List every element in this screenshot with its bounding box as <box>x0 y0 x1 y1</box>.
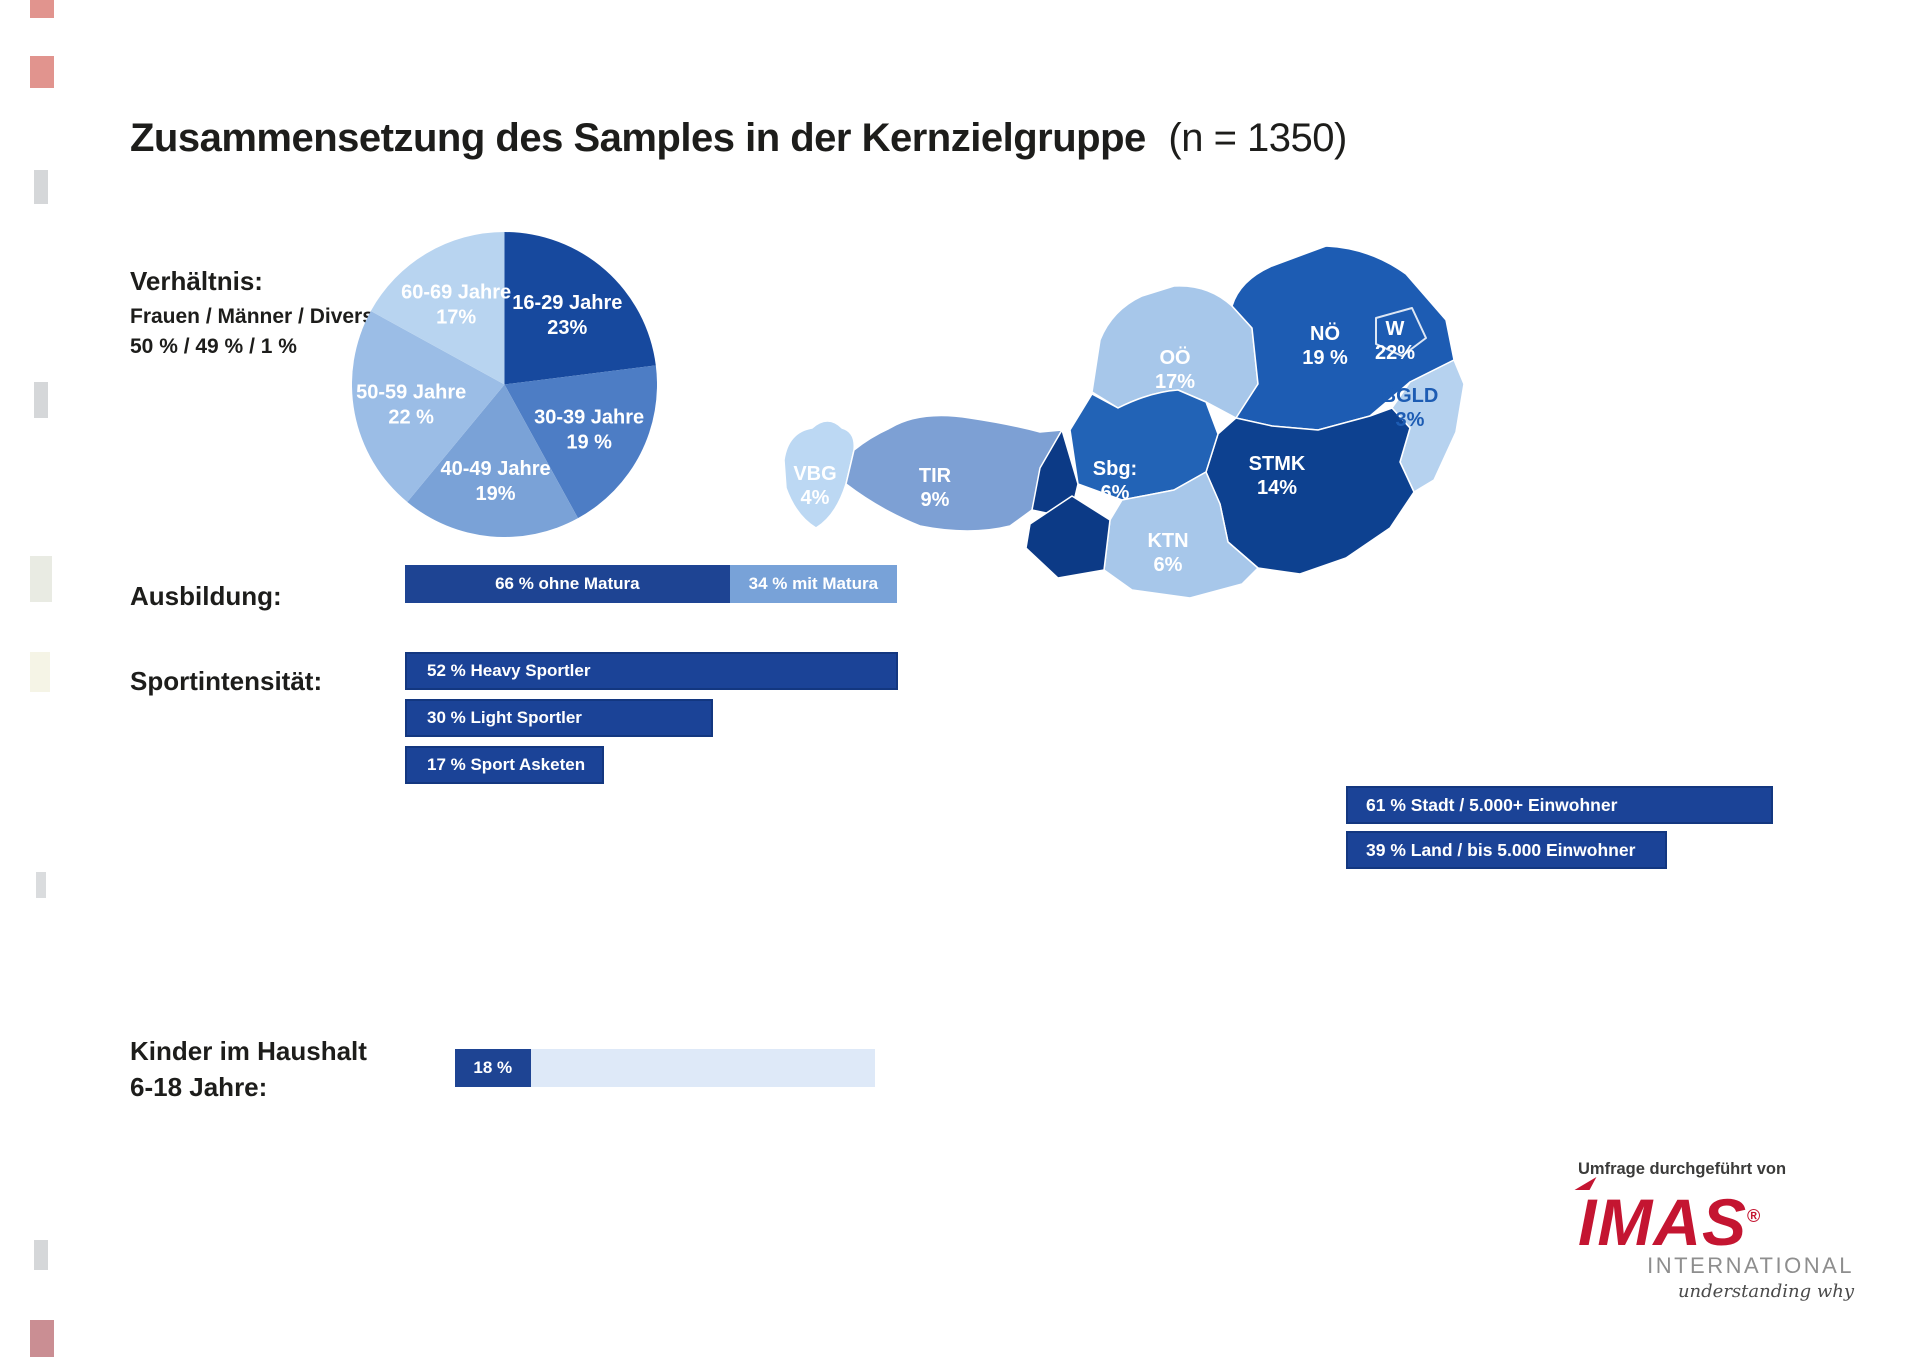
sport-bar-heavy: 52 % Heavy Sportler <box>405 652 898 690</box>
map-label-vbg: VBG 4% <box>793 463 836 509</box>
edge-artifact <box>30 652 50 692</box>
austria-map: VBG 4% TIR 9% Sbg: 6% OÖ 17% NÖ 19 % W 22% BGL… <box>770 232 1470 657</box>
sport-bar-asketen: 17 % Sport Asketen <box>405 746 604 784</box>
sport-bar-label: 17 % Sport Asketen <box>427 755 586 774</box>
edge-artifact <box>34 170 48 204</box>
pie-slice-label-2: 40-49 Jahre 19% <box>441 458 551 505</box>
gender-ratio-values: 50 % / 49 % / 1 % <box>130 335 297 358</box>
gender-ratio-categories: Frauen / Männer / Divers <box>130 305 374 328</box>
map-region-vbg <box>783 420 855 529</box>
edge-artifact <box>36 872 46 898</box>
map-region-w <box>1375 307 1427 357</box>
ausbildung-segment-ohne-matura: 66 % ohne Matura <box>405 565 730 603</box>
imas-logo-text: IMAS <box>1578 1185 1747 1259</box>
page-title-sample-size: (n = 1350) <box>1168 116 1347 160</box>
attribution-block: Umfrage durchgeführt von IMAS® INTERNATI… <box>1574 1160 1854 1302</box>
imas-logo-tagline: understanding why <box>1677 1281 1854 1302</box>
pie-slice-label-3: 50-59 Jahre 22 % <box>356 381 466 428</box>
ausbildung-segment-label: 34 % mit Matura <box>748 574 879 593</box>
edge-artifact <box>30 0 54 18</box>
stadt-land-bar-chart: 61 % Stadt / 5.000+ Einwohner 39 % Land … <box>1346 786 1773 876</box>
ausbildung-segment-mit-matura: 34 % mit Matura <box>729 565 897 603</box>
edge-artifact <box>30 556 52 602</box>
pie-slice-1 <box>504 365 658 519</box>
kinder-bar-track: 18 % <box>455 1049 875 1087</box>
map-label-bgld: BGLD 3% <box>1382 385 1439 431</box>
kinder-label: Kinder im Haushalt 6-18 Jahre: <box>130 1033 367 1105</box>
page-title-main: Zusammensetzung des Samples in der Kernz… <box>130 116 1146 160</box>
sport-bar-chart: 52 % Heavy Sportler 30 % Light Sportler … <box>405 652 898 793</box>
age-pie-svg: 16-29 Jahre 23% 30-39 Jahre 19 %40-49 Jahre… <box>351 232 658 538</box>
pie-slice-label-1: 30-39 Jahre 19 % <box>534 407 644 454</box>
land-bar-label: 39 % Land / bis 5.000 Einwohner <box>1366 839 1636 860</box>
kinder-label-line2: 6-18 Jahre: <box>130 1072 268 1102</box>
edge-artifact <box>34 1240 48 1270</box>
pie-slice-4 <box>370 232 505 385</box>
ausbildung-label: Ausbildung: <box>130 581 282 611</box>
map-label-ktn: KTN 6% <box>1147 530 1188 576</box>
land-bar: 39 % Land / bis 5.000 Einwohner <box>1346 831 1667 869</box>
pie-slice-label-4: 60-69 Jahre 17% <box>401 282 511 329</box>
map-region-tir <box>845 414 1063 532</box>
pie-slice-0 <box>504 232 656 385</box>
kinder-label-line1: Kinder im Haushalt <box>130 1036 367 1066</box>
ausbildung-stacked-bar: 66 % ohne Matura 34 % mit Matura <box>405 565 897 603</box>
kinder-bar-value: 18 % <box>473 1058 513 1077</box>
attribution-caption: Umfrage durchgeführt von <box>1578 1160 1787 1178</box>
age-pie-chart: 16-29 Jahre 23% 30-39 Jahre 19 % 40-49 Jahre… <box>351 232 658 542</box>
pie-slice-3 <box>351 311 505 502</box>
registered-mark-icon: ® <box>1747 1206 1762 1226</box>
austria-map-svg: VBG 4% TIR 9% Sbg: 6% OÖ 17% NÖ 19 % W 22% BGL… <box>783 245 1465 599</box>
map-label-sbg: Sbg: 6% <box>1093 458 1137 504</box>
sport-bar-label: 30 % Light Sportler <box>427 708 582 727</box>
pie-slice-label-0: 16-29 Jahre 23% <box>512 292 622 339</box>
map-label-ooe: OÖ 17% <box>1155 346 1195 393</box>
page-title: Zusammensetzung des Samples in der Kernz… <box>130 116 1347 161</box>
map-label-noe: NÖ 19 % <box>1302 322 1348 369</box>
edge-artifact <box>34 382 48 418</box>
map-label-stmk: STMK 14% <box>1249 453 1306 499</box>
sport-bar-light: 30 % Light Sportler <box>405 699 713 737</box>
pie-slice-2 <box>407 384 578 538</box>
sport-label: Sportintensität: <box>130 666 323 696</box>
imas-logo-subbrand: INTERNATIONAL <box>1647 1253 1854 1278</box>
map-label-tir: TIR 9% <box>919 465 952 511</box>
edge-artifact <box>30 56 54 88</box>
imas-logo: IMAS® <box>1574 1177 1854 1259</box>
kinder-bar-fill: 18 % <box>455 1049 531 1087</box>
ausbildung-segment-label: 66 % ohne Matura <box>495 574 640 593</box>
gender-ratio-block: Verhältnis: Frauen / Männer / Divers 50 … <box>130 266 374 362</box>
sport-bar-label: 52 % Heavy Sportler <box>427 661 591 680</box>
map-accent-osttirol <box>1025 495 1111 579</box>
map-label-w: W 22% <box>1375 318 1415 364</box>
gender-ratio-heading: Verhältnis: <box>130 266 263 296</box>
stadt-bar-label: 61 % Stadt / 5.000+ Einwohner <box>1366 794 1618 815</box>
stadt-bar: 61 % Stadt / 5.000+ Einwohner <box>1346 786 1773 824</box>
edge-artifact <box>30 1320 54 1357</box>
